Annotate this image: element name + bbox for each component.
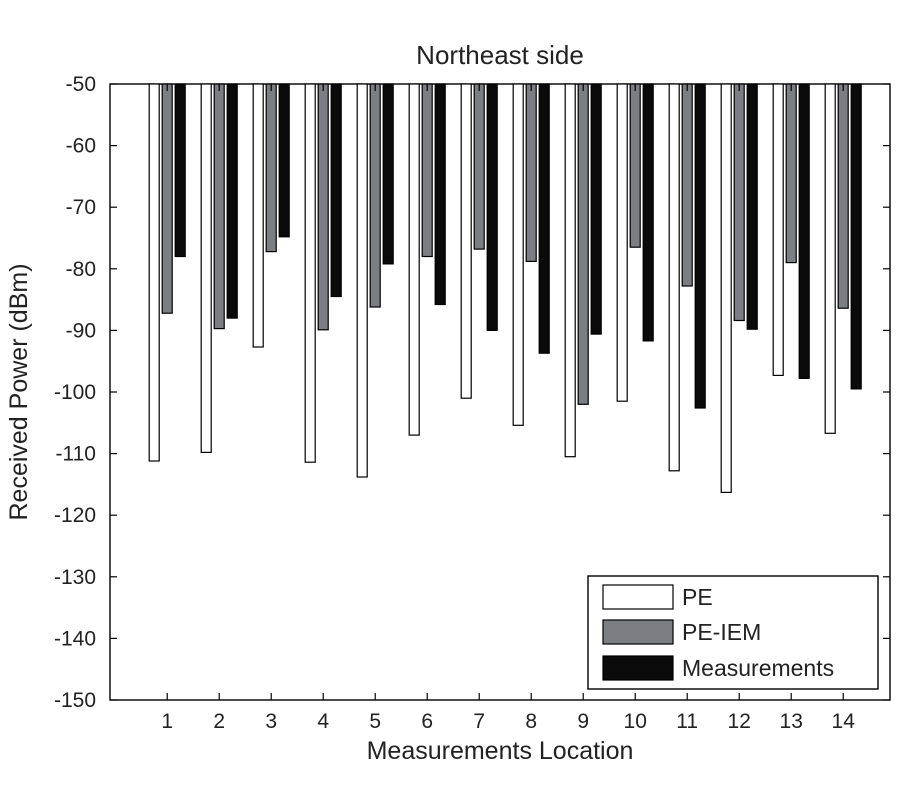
y-tick-label: -140 [54, 627, 96, 650]
chart-title: Northeast side [416, 40, 584, 70]
y-tick-label: -70 [66, 196, 96, 219]
x-axis: 1 2 3 4 5 6 7 8 9 10 11 12 13 14 [161, 84, 855, 733]
bar-pe-iem-loc-12 [733, 83, 745, 322]
legend-swatch-pe-iem [602, 619, 674, 645]
y-tick-label: -100 [54, 381, 96, 404]
bar-pe-iem-loc-11 [681, 83, 693, 287]
x-tick-label: 9 [577, 710, 589, 733]
x-tick-label: 5 [369, 710, 381, 733]
x-tick-label: 11 [676, 710, 698, 733]
x-tick-label: 6 [421, 710, 433, 733]
bar-pe-iem-loc-7 [473, 83, 485, 250]
x-tick-label: 3 [265, 710, 277, 733]
bar-measurements-loc-14 [850, 83, 862, 390]
bar-pe-loc-4 [304, 83, 316, 463]
bar-pe-loc-12 [720, 83, 732, 493]
bar-pe-iem-loc-10 [629, 83, 641, 248]
x-tick-label: 8 [525, 710, 537, 733]
legend-label-pe-iem: PE-IEM [682, 619, 761, 645]
legend-label-measurements: Measurements [682, 655, 834, 681]
x-tick-label: 13 [780, 710, 803, 733]
bar-pe-loc-8 [512, 83, 524, 426]
x-tick-label: 2 [213, 710, 225, 733]
bar-measurements-loc-8 [538, 83, 550, 354]
bar-measurements-loc-11 [694, 83, 706, 409]
bar-pe-loc-9 [564, 83, 576, 458]
bars-group [148, 83, 862, 493]
bar-pe-iem-loc-6 [421, 83, 433, 258]
bar-pe-loc-5 [356, 83, 368, 478]
bar-measurements-loc-3 [278, 83, 290, 238]
y-tick-label: -110 [56, 443, 96, 466]
bar-pe-loc-7 [460, 83, 472, 399]
bar-measurements-loc-2 [226, 83, 238, 319]
bar-measurements-loc-10 [642, 83, 654, 342]
legend-swatch-pe [602, 584, 674, 610]
y-tick-label: -120 [54, 504, 96, 527]
bar-pe-iem-loc-3 [265, 83, 277, 253]
bar-pe-loc-10 [616, 83, 628, 402]
bar-measurements-loc-7 [486, 83, 498, 331]
y-tick-label: -50 [66, 73, 96, 96]
bar-pe-iem-loc-4 [317, 83, 329, 331]
x-axis-label: Measurements Location [367, 737, 634, 765]
bar-pe-loc-13 [772, 83, 784, 376]
x-tick-label: 12 [728, 710, 751, 733]
bar-pe-iem-loc-8 [525, 83, 537, 262]
x-tick-label: 1 [161, 710, 173, 733]
bar-pe-loc-11 [668, 83, 680, 472]
legend-swatch-measurements [602, 655, 674, 681]
bar-pe-iem-loc-2 [213, 83, 225, 330]
bar-pe-loc-14 [824, 83, 836, 434]
x-tick-label: 7 [473, 710, 485, 733]
legend: PE PE-IEM Measurements [587, 575, 879, 690]
bar-measurements-loc-5 [382, 83, 394, 265]
bar-pe-iem-loc-5 [369, 83, 381, 308]
y-tick-label: -150 [54, 689, 96, 712]
bar-measurements-loc-4 [330, 83, 342, 298]
bar-pe-loc-2 [200, 83, 212, 453]
y-tick-label: -130 [54, 566, 96, 589]
y-tick-label: -90 [66, 319, 96, 342]
y-tick-label: -80 [66, 258, 96, 281]
y-axis: -50 -60 -70 -80 -90 -100 -110 -120 -130 -140 -150 [54, 73, 890, 712]
bar-measurements-loc-1 [174, 83, 186, 258]
y-axis-label: Received Power (dBm) [5, 263, 33, 520]
bar-pe-iem-loc-9 [577, 83, 589, 405]
bar-pe-iem-loc-1 [161, 83, 173, 314]
bar-measurements-loc-6 [434, 83, 446, 306]
x-tick-label: 10 [624, 710, 647, 733]
bar-pe-iem-loc-14 [837, 83, 849, 309]
y-tick-label: -60 [66, 135, 96, 158]
bar-pe-loc-1 [148, 83, 160, 462]
legend-label-pe: PE [682, 584, 713, 610]
bar-measurements-loc-12 [746, 83, 758, 330]
bar-measurements-loc-9 [590, 83, 602, 335]
bar-measurements-loc-13 [798, 83, 810, 379]
bar-pe-loc-3 [252, 83, 264, 348]
x-tick-label: 14 [832, 710, 856, 733]
bar-pe-iem-loc-13 [785, 83, 797, 264]
bar-pe-loc-6 [408, 83, 420, 436]
x-tick-label: 4 [317, 710, 329, 733]
